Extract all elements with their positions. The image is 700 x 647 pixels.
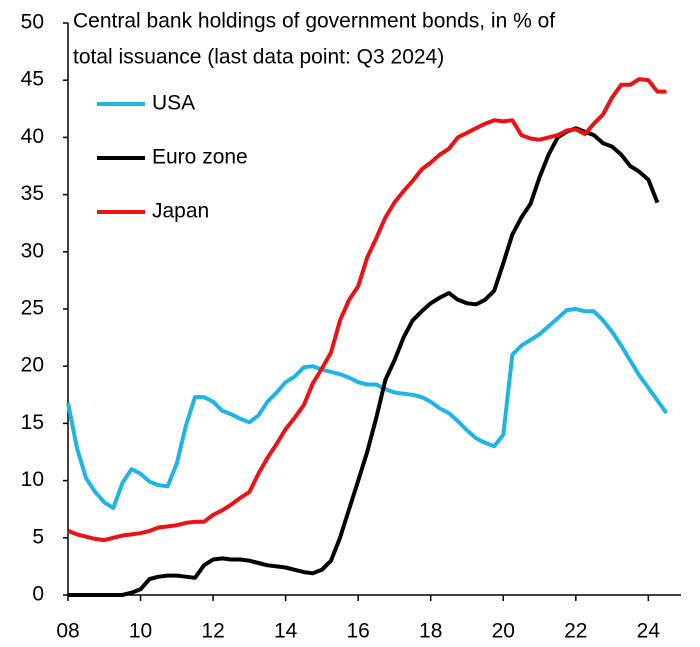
y-tick-label: 30 bbox=[21, 239, 44, 262]
y-tick-label: 50 bbox=[21, 11, 44, 34]
y-tick-label: 45 bbox=[21, 68, 44, 91]
y-tick-label: 0 bbox=[32, 583, 44, 606]
y-tick-label: 35 bbox=[21, 182, 44, 205]
chart-title: Central bank holdings of government bond… bbox=[73, 10, 555, 33]
legend-label: USA bbox=[152, 92, 195, 115]
chart-title: total issuance (last data point: Q3 2024… bbox=[73, 46, 444, 69]
series-line bbox=[68, 126, 660, 597]
x-tick-label: 14 bbox=[274, 620, 298, 643]
x-tick-label: 22 bbox=[564, 620, 587, 643]
y-tick-label: 20 bbox=[21, 354, 44, 377]
x-tick-label: 24 bbox=[637, 620, 661, 643]
y-tick-label: 40 bbox=[21, 125, 44, 148]
series-line bbox=[66, 307, 669, 511]
x-tick-label: 12 bbox=[201, 620, 224, 643]
x-tick-label: 08 bbox=[56, 620, 79, 643]
y-tick-label: 10 bbox=[21, 468, 44, 491]
x-tick-label: 20 bbox=[492, 620, 515, 643]
legend-label: Japan bbox=[152, 200, 209, 223]
legend-label: Euro zone bbox=[152, 146, 248, 169]
y-tick-label: 25 bbox=[21, 297, 44, 320]
y-tick-label: 15 bbox=[21, 411, 44, 434]
x-tick-label: 10 bbox=[129, 620, 152, 643]
x-tick-label: 16 bbox=[346, 620, 369, 643]
y-tick-label: 5 bbox=[32, 525, 44, 548]
series-line bbox=[67, 77, 667, 543]
x-tick-label: 18 bbox=[419, 620, 442, 643]
